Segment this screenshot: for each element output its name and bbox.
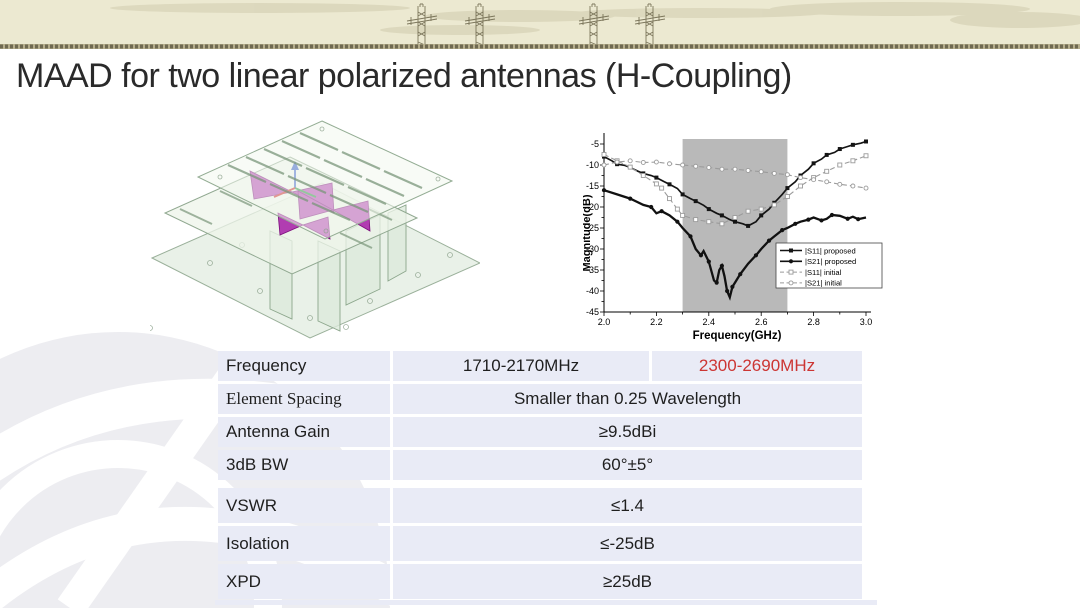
svg-text:-25: -25 <box>586 223 599 233</box>
svg-text:-20: -20 <box>586 202 599 212</box>
spec-label: VSWR <box>218 488 390 523</box>
svg-text:2.4: 2.4 <box>703 317 716 327</box>
svg-text:-10: -10 <box>586 160 599 170</box>
svg-text:|S11| initial: |S11| initial <box>805 268 842 277</box>
spec-label: Antenna Gain <box>218 417 390 447</box>
svg-text:-35: -35 <box>586 265 599 275</box>
svg-text:-30: -30 <box>586 244 599 254</box>
table-row-spacer <box>218 483 862 485</box>
spec-value: ≤-25dB <box>393 526 862 561</box>
spec-value: 1710-2170MHz <box>393 351 649 381</box>
table-partial-row <box>215 600 877 605</box>
svg-text:|S21| proposed: |S21| proposed <box>805 257 856 266</box>
svg-text:2.8: 2.8 <box>807 317 820 327</box>
top-board <box>196 120 454 240</box>
svg-text:Magnitude(dB): Magnitude(dB) <box>583 194 593 271</box>
svg-text:-40: -40 <box>586 286 599 296</box>
table-row: XPD ≥25dB <box>218 564 862 599</box>
antenna-model-figure <box>147 113 482 345</box>
spec-label: Element Spacing <box>218 384 390 414</box>
svg-text:2.0: 2.0 <box>598 317 611 327</box>
spec-table: Frequency 1710-2170MHz 2300-2690MHz Elem… <box>215 348 865 602</box>
header-sketch-drawing <box>0 0 1080 49</box>
svg-text:-5: -5 <box>591 139 599 149</box>
slide-title: MAAD for two linear polarized antennas (… <box>16 57 792 95</box>
spec-value: ≥25dB <box>393 564 862 599</box>
table-row: Frequency 1710-2170MHz 2300-2690MHz <box>218 351 862 381</box>
table-row: Isolation ≤-25dB <box>218 526 862 561</box>
s-parameter-chart: 2.0 2.2 2.4 2.6 2.8 3.0 -5 -10 -15 -20 -25 -30 -35 -4… <box>581 133 883 342</box>
table-row: Antenna Gain ≥9.5dBi <box>218 417 862 447</box>
chart-legend: |S11| proposed |S21| proposed |S11| initia… <box>775 242 883 289</box>
svg-text:|S11| proposed: |S11| proposed <box>805 246 856 255</box>
spec-value: Smaller than 0.25 Wavelength <box>393 384 862 414</box>
svg-text:Frequency(GHz): Frequency(GHz) <box>693 330 782 342</box>
svg-text:-15: -15 <box>586 181 599 191</box>
spec-label: XPD <box>218 564 390 599</box>
svg-text:-45: -45 <box>586 307 599 317</box>
spec-label: Frequency <box>218 351 390 381</box>
svg-text:2.2: 2.2 <box>650 317 663 327</box>
spec-label: Isolation <box>218 526 390 561</box>
table-row: 3dB BW 60°±5° <box>218 450 862 480</box>
svg-text:2.6: 2.6 <box>755 317 768 327</box>
svg-text:|S21| initial: |S21| initial <box>805 279 842 288</box>
spec-value-highlight: 2300-2690MHz <box>652 351 862 381</box>
spec-label: 3dB BW <box>218 450 390 480</box>
spec-value: 60°±5° <box>393 450 862 480</box>
spec-value: ≤1.4 <box>393 488 862 523</box>
table-row: Element Spacing Smaller than 0.25 Wavele… <box>218 384 862 414</box>
table-row: VSWR ≤1.4 <box>218 488 862 523</box>
header-sketch-band <box>0 0 1080 50</box>
spec-value: ≥9.5dBi <box>393 417 862 447</box>
svg-text:3.0: 3.0 <box>860 317 873 327</box>
s-parameter-chart-figure: 2.0 2.2 2.4 2.6 2.8 3.0 -5 -10 -15 -20 -25 -30 -35 -4… <box>581 120 888 350</box>
